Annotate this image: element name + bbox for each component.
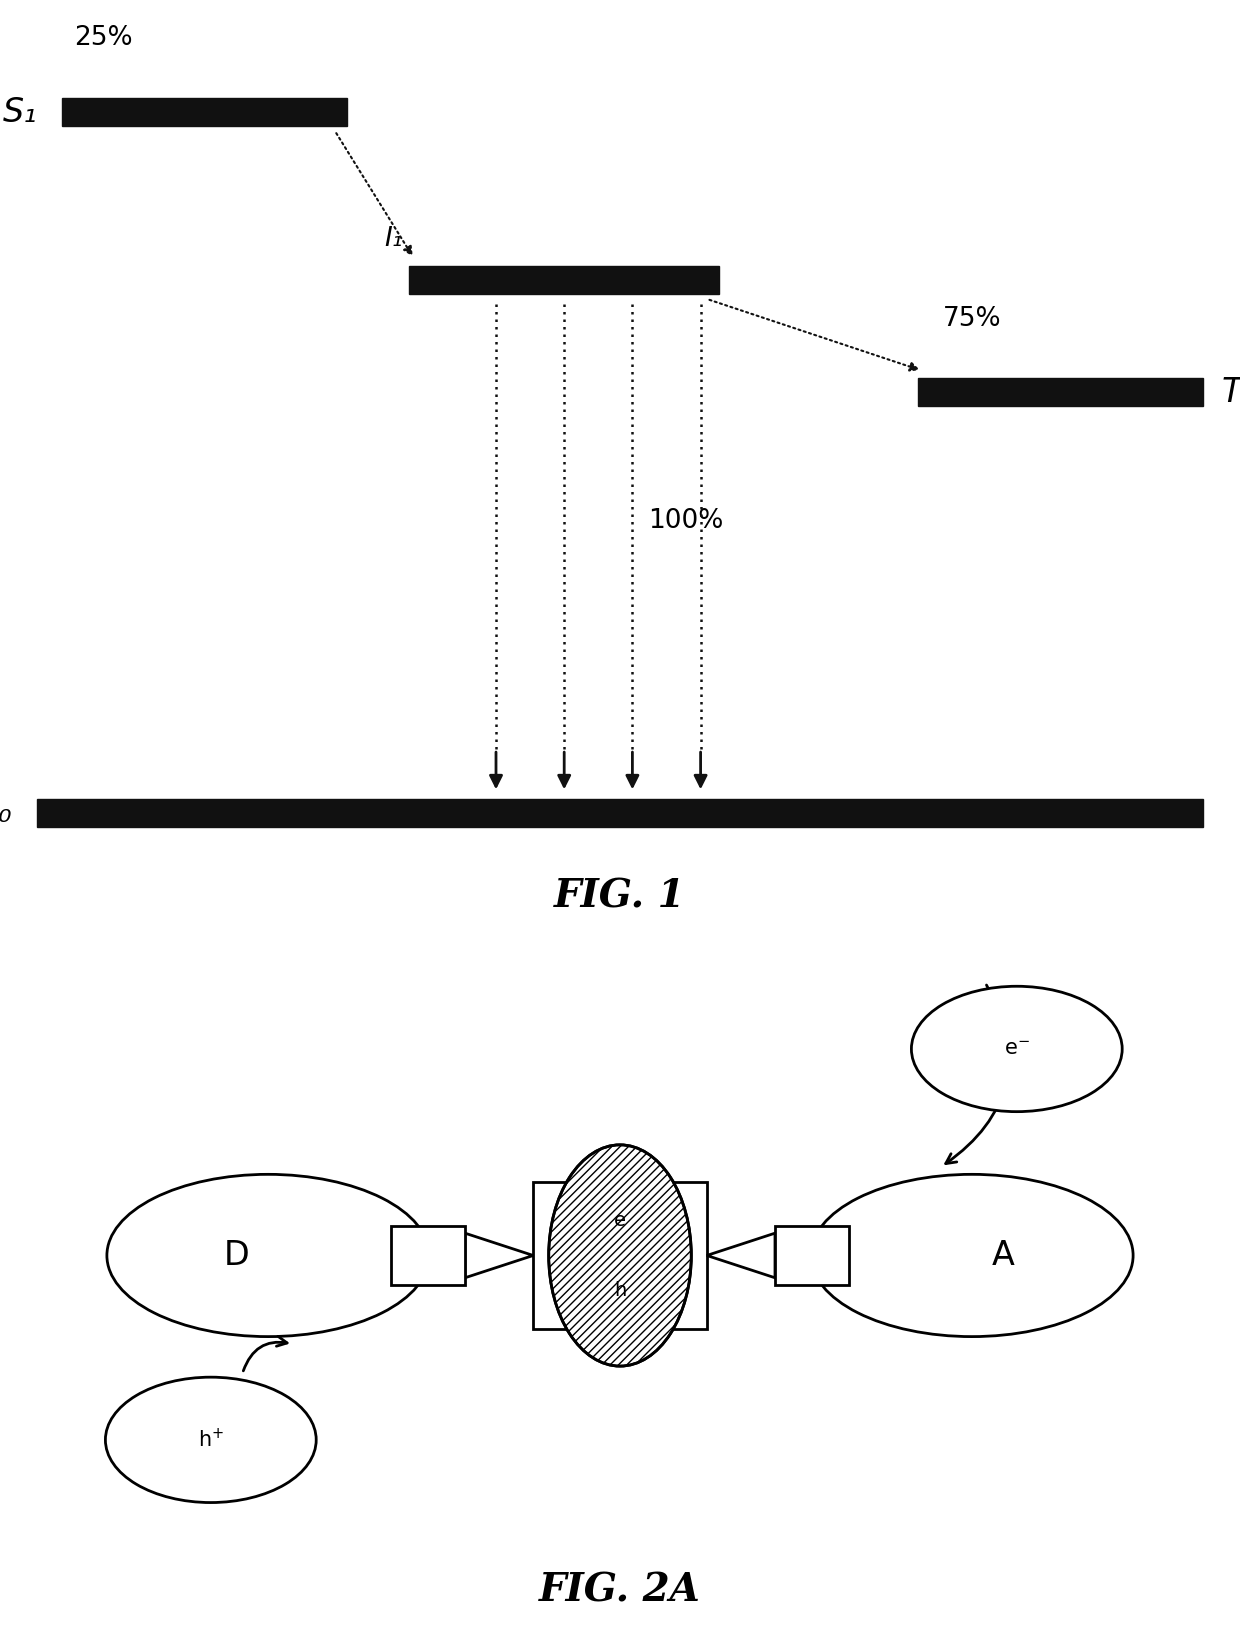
Ellipse shape	[911, 987, 1122, 1111]
Bar	[918, 379, 1203, 406]
Polygon shape	[707, 1233, 775, 1278]
Text: S₀: S₀	[0, 797, 12, 829]
Text: FIG. 1: FIG. 1	[554, 877, 686, 916]
Text: e: e	[614, 1211, 626, 1229]
Text: I₁: I₁	[384, 226, 403, 252]
Ellipse shape	[811, 1174, 1133, 1336]
Bar	[533, 1182, 707, 1329]
Bar	[62, 98, 347, 126]
Text: FIG. 2A: FIG. 2A	[539, 1572, 701, 1609]
Text: S₁: S₁	[2, 95, 37, 128]
Ellipse shape	[549, 1144, 692, 1365]
Text: 25%: 25%	[74, 25, 133, 51]
Text: 100%: 100%	[647, 508, 723, 534]
Bar	[37, 798, 1203, 826]
Bar	[775, 1226, 849, 1285]
Text: T₁: T₁	[1221, 375, 1240, 408]
Polygon shape	[465, 1233, 533, 1278]
Text: h: h	[614, 1282, 626, 1300]
Text: e$^{-}$: e$^{-}$	[1004, 1039, 1029, 1059]
Text: D: D	[224, 1239, 250, 1272]
Bar	[391, 1226, 465, 1285]
Text: 75%: 75%	[942, 305, 1001, 331]
Text: h$^{+}$: h$^{+}$	[197, 1428, 224, 1452]
Ellipse shape	[107, 1174, 429, 1336]
Text: A: A	[992, 1239, 1014, 1272]
Ellipse shape	[105, 1377, 316, 1503]
Bar	[409, 266, 719, 295]
